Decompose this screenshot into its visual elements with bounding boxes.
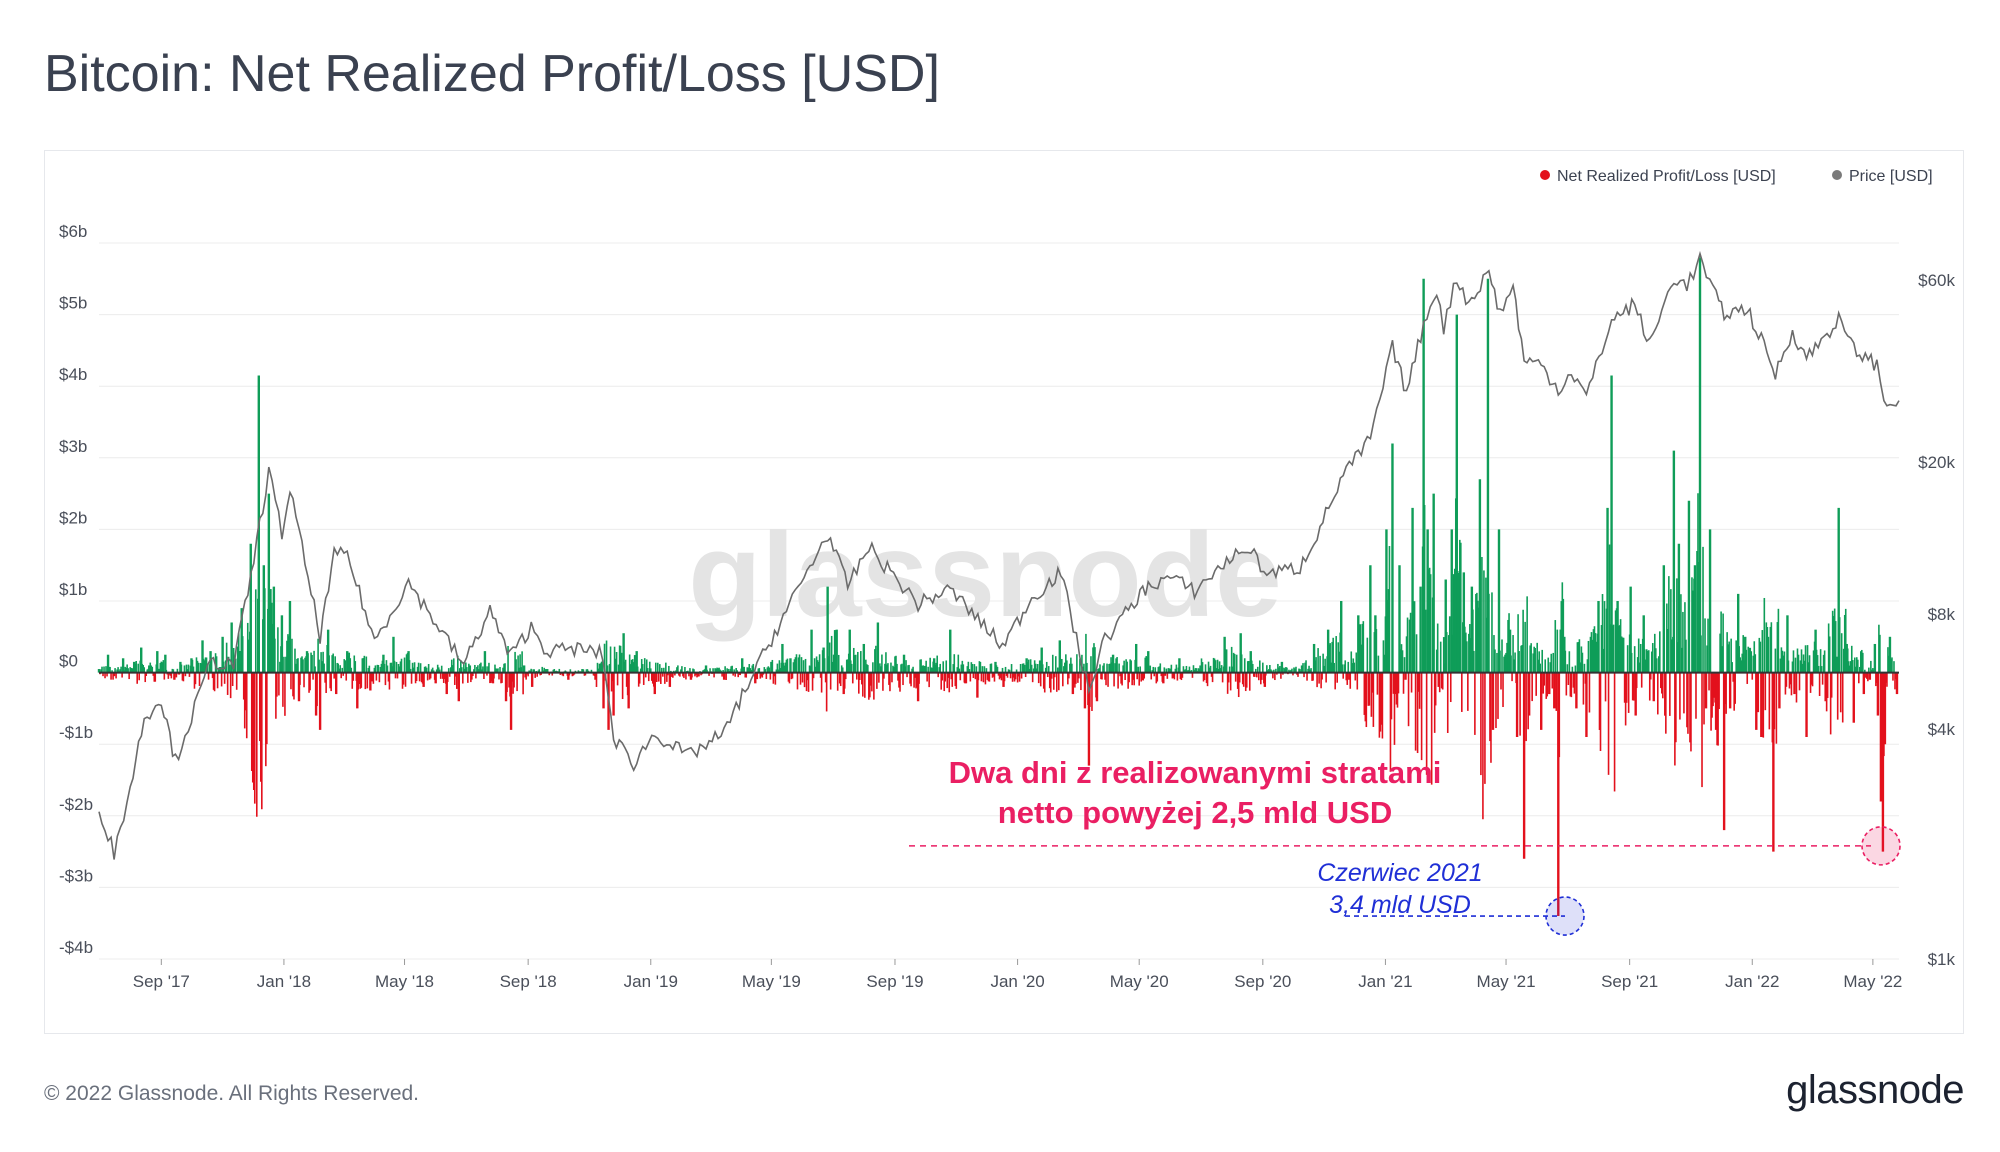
june-2021-marker bbox=[1545, 896, 1585, 936]
annotation-red-line-1: Dwa dni z realizowanymi stratami bbox=[949, 755, 1442, 790]
left-tick-label: -$1b bbox=[59, 723, 93, 742]
left-tick-label: $0 bbox=[59, 652, 78, 671]
may-2022-marker bbox=[1861, 826, 1901, 866]
x-tick-label: Jan '22 bbox=[1725, 972, 1779, 991]
copyright-text: © 2022 Glassnode. All Rights Reserved. bbox=[44, 1082, 420, 1105]
legend: Net Realized Profit/Loss [USD] Price [USD… bbox=[1540, 168, 1933, 185]
x-tick-label: Sep '17 bbox=[133, 972, 190, 991]
left-tick-label: $5b bbox=[59, 294, 87, 313]
right-tick-label: $60k bbox=[1918, 271, 1955, 290]
x-axis: Sep '17 Jan '18 May '18 Sep '18 Jan '19 May '… bbox=[133, 959, 1902, 991]
right-tick-label: $1k bbox=[1928, 950, 1956, 969]
x-tick-label: Jan '18 bbox=[257, 972, 311, 991]
left-tick-label: -$4b bbox=[59, 938, 93, 957]
x-tick-label: Jan '21 bbox=[1358, 972, 1412, 991]
x-tick-label: May '18 bbox=[375, 972, 434, 991]
x-tick-label: Sep '19 bbox=[866, 972, 923, 991]
x-tick-label: Sep '21 bbox=[1601, 972, 1658, 991]
x-tick-label: May '19 bbox=[742, 972, 801, 991]
legend-label[interactable]: Net Realized Profit/Loss [USD] bbox=[1557, 168, 1776, 185]
left-tick-label: -$2b bbox=[59, 795, 93, 814]
x-tick-label: Jan '20 bbox=[990, 972, 1044, 991]
price-series-line bbox=[98, 250, 1900, 860]
page-title: Bitcoin: Net Realized Profit/Loss [USD] bbox=[44, 45, 940, 103]
x-tick-label: May '21 bbox=[1477, 972, 1536, 991]
left-tick-label: $3b bbox=[59, 437, 87, 456]
left-tick-label: $2b bbox=[59, 508, 87, 527]
x-tick-label: Sep '20 bbox=[1234, 972, 1291, 991]
x-tick-label: May '22 bbox=[1843, 972, 1902, 991]
x-tick-label: Jan '19 bbox=[624, 972, 678, 991]
annotations: Dwa dni z realizowanymi stratami netto po… bbox=[909, 755, 1901, 936]
chart-svg[interactable]: glassnode Net Realized Profit/Loss [USD]… bbox=[45, 151, 1963, 1033]
bar-series bbox=[97, 257, 1899, 917]
annotation-blue-line-1: Czerwiec 2021 bbox=[1317, 859, 1482, 887]
right-tick-label: $8k bbox=[1928, 605, 1956, 624]
x-tick-label: May '20 bbox=[1110, 972, 1169, 991]
right-axis: $60k $20k $8k $4k $1k bbox=[1918, 271, 1955, 969]
gridlines bbox=[99, 242, 1899, 960]
left-tick-label: $1b bbox=[59, 580, 87, 599]
left-tick-label: $6b bbox=[59, 222, 87, 241]
right-tick-label: $20k bbox=[1918, 453, 1955, 472]
chart-panel: glassnode Net Realized Profit/Loss [USD]… bbox=[44, 150, 1964, 1034]
left-axis: $6b $5b $4b $3b $2b $1b $0 -$1b -$2b -$3b -$4b bbox=[59, 222, 93, 957]
left-tick-label: $4b bbox=[59, 365, 87, 384]
watermark-text: glassnode bbox=[688, 508, 1282, 642]
right-tick-label: $4k bbox=[1928, 720, 1956, 739]
legend-label[interactable]: Price [USD] bbox=[1849, 168, 1933, 185]
legend-marker bbox=[1540, 170, 1550, 180]
legend-marker bbox=[1832, 170, 1842, 180]
left-tick-label: -$3b bbox=[59, 866, 93, 885]
brand-logo: glassnode bbox=[1786, 1068, 1964, 1112]
annotation-red-line-2: netto powyżej 2,5 mld USD bbox=[998, 795, 1392, 830]
annotation-blue-line-2: 3,4 mld USD bbox=[1329, 891, 1471, 919]
x-tick-label: Sep '18 bbox=[500, 972, 557, 991]
